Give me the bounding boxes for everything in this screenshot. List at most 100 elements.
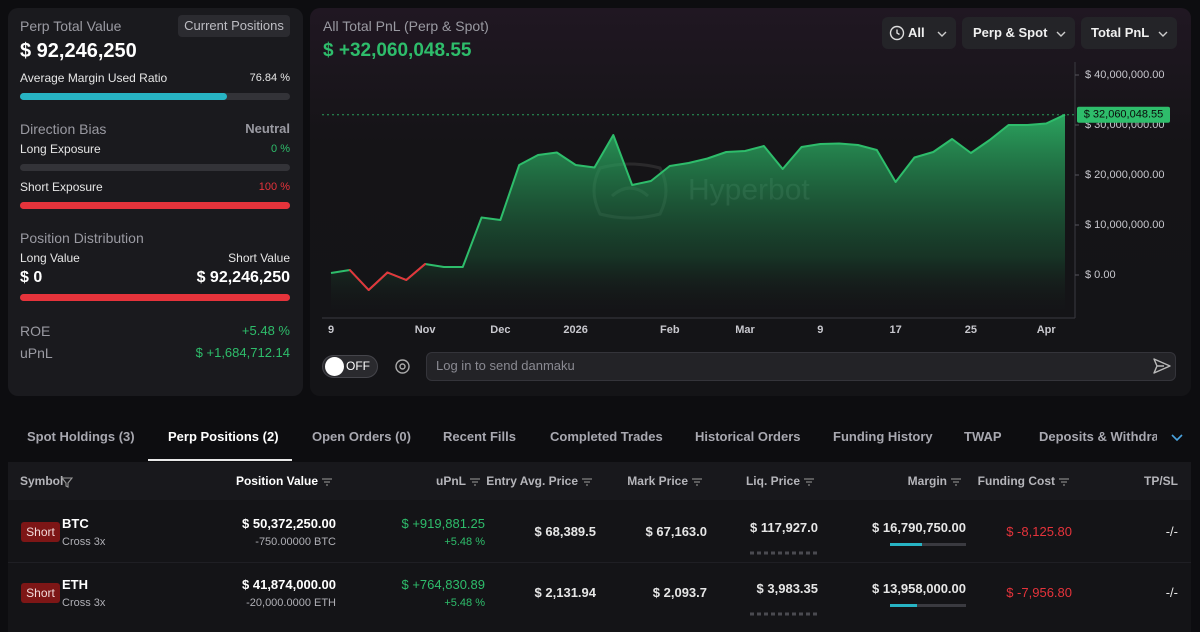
- sort-lines: [692, 478, 702, 486]
- column-header[interactable]: Funding Cost: [977, 474, 1055, 488]
- tab[interactable]: Spot Holdings (3): [27, 429, 135, 444]
- tp-sl: -/-: [1165, 524, 1178, 539]
- button-label[interactable]: Current Positions: [184, 18, 284, 33]
- x-tick-label: Nov: [415, 324, 437, 336]
- clock-hands: [896, 29, 900, 36]
- send-icon: [1152, 356, 1172, 376]
- x-tick-label: Dec: [490, 324, 510, 336]
- filter-label[interactable]: Total PnL: [1091, 25, 1150, 40]
- short-value: $ 92,246,250: [196, 269, 290, 286]
- margin-mode: Cross 3x: [62, 597, 106, 609]
- metric-label: Short Exposure: [20, 180, 103, 194]
- chevron-icon-svg: [1056, 31, 1066, 37]
- liq-distance-bar: [750, 542, 818, 555]
- x-tick-label: Apr: [1037, 324, 1057, 336]
- row-divider: [8, 562, 1191, 563]
- metric-label: Average Margin Used Ratio: [20, 71, 168, 85]
- liq-distance-bar-svg: [750, 551, 818, 555]
- roe-value: +5.48 %: [241, 323, 290, 338]
- negative-segment: [367, 271, 389, 291]
- short-distribution-bar: [20, 294, 290, 301]
- tab[interactable]: Historical Orders: [695, 429, 801, 444]
- column-header[interactable]: Margin: [907, 474, 947, 488]
- tabs-more-icon: [1170, 431, 1184, 445]
- funding-cost: $ -8,125.80: [1006, 524, 1072, 539]
- x-tick-label: 9: [328, 324, 334, 336]
- settings-icon-svg: [395, 359, 410, 374]
- roe: +5.48 %: [444, 536, 485, 548]
- active-tab-underline: [148, 459, 292, 461]
- tab[interactable]: Recent Fills: [443, 429, 516, 444]
- tab[interactable]: Open Orders (0): [312, 429, 411, 444]
- gear-ring: [395, 359, 410, 374]
- column-header[interactable]: Entry Avg. Price: [486, 474, 578, 488]
- x-tick-label: 9: [817, 324, 823, 336]
- metric-label: Short Value: [228, 251, 290, 265]
- entry-price: $ 68,389.5: [534, 524, 596, 539]
- filter-label[interactable]: Perp & Spot: [973, 25, 1048, 40]
- mark-price: $ 2,093.7: [652, 585, 707, 600]
- sort-icon: [691, 475, 703, 487]
- symbol: ETH: [62, 577, 88, 592]
- y-tick-label: $ 20,000,000.00: [1085, 169, 1165, 181]
- chevron-icon: [1157, 27, 1169, 39]
- column-header[interactable]: TP/SL: [1143, 474, 1178, 488]
- filter-icon: [60, 475, 74, 488]
- clock-icon: [889, 25, 905, 41]
- filter-dropdown[interactable]: [962, 17, 1075, 49]
- sort-icon-svg: [692, 478, 702, 486]
- tab[interactable]: Deposits & Withdrawals: [1039, 429, 1157, 444]
- danmaku-input[interactable]: [426, 352, 1176, 381]
- chevron: [937, 31, 947, 37]
- filter-label[interactable]: All: [908, 25, 925, 40]
- input-placeholder[interactable]: Log in to send danmaku: [436, 358, 575, 373]
- tab[interactable]: Completed Trades: [550, 429, 663, 444]
- filter-dropdown[interactable]: [882, 17, 956, 49]
- send-plane: [1153, 358, 1171, 374]
- x-tick-label: 25: [965, 324, 977, 336]
- clock-circle: [889, 25, 905, 41]
- liq-distance-bar: [750, 603, 818, 616]
- current-positions-button[interactable]: [178, 15, 290, 37]
- tab[interactable]: Funding History: [833, 429, 933, 444]
- column-header[interactable]: Liq. Price: [745, 474, 800, 488]
- liq-price: $ 117,927.0: [750, 520, 818, 535]
- sort-icon-svg: [582, 478, 592, 486]
- symbol: BTC: [62, 516, 89, 531]
- liq-price: $ 3,983.35: [756, 581, 818, 596]
- toggle-knob: [325, 357, 344, 376]
- metric-label: Long Value: [20, 251, 80, 265]
- total-value: $ 92,246,250: [20, 40, 137, 62]
- sort-lines: [470, 478, 480, 486]
- x-tick-label: 17: [889, 324, 901, 336]
- chevron-icon-svg: [937, 31, 947, 37]
- column-header[interactable]: uPnL: [436, 474, 466, 488]
- column-header: Symbol: [20, 474, 64, 488]
- margin-fill: [890, 543, 922, 546]
- sort-lines: [951, 478, 961, 486]
- sort-icon-svg: [951, 478, 961, 486]
- roe: +5.48 %: [444, 597, 485, 609]
- sort-lines: [322, 478, 332, 486]
- toggle-label: OFF: [346, 359, 370, 373]
- side-label: Short: [26, 525, 55, 539]
- y-tick-label: $ 40,000,000.00: [1085, 69, 1165, 81]
- column-header[interactable]: Position Value: [235, 474, 318, 488]
- x-tick-label: Feb: [660, 324, 680, 336]
- side-badge: [21, 583, 60, 603]
- filter-dropdown[interactable]: [1081, 17, 1177, 49]
- margin-track: [890, 604, 966, 607]
- metric-value: 100 %: [258, 181, 290, 193]
- negative-segment: [386, 271, 408, 281]
- sort-icon-svg: [322, 478, 332, 486]
- tab[interactable]: TWAP: [964, 429, 1002, 444]
- negative-segment: [348, 269, 370, 291]
- x-tick-label: 2026: [563, 324, 587, 336]
- tab[interactable]: Perp Positions (2): [168, 429, 279, 444]
- x-tick-label: Mar: [735, 324, 755, 336]
- column-header[interactable]: Mark Price: [627, 474, 688, 488]
- position-value: $ 41,874,000.00: [242, 577, 336, 592]
- gear-hub: [399, 363, 406, 370]
- sort-icon: [581, 475, 593, 487]
